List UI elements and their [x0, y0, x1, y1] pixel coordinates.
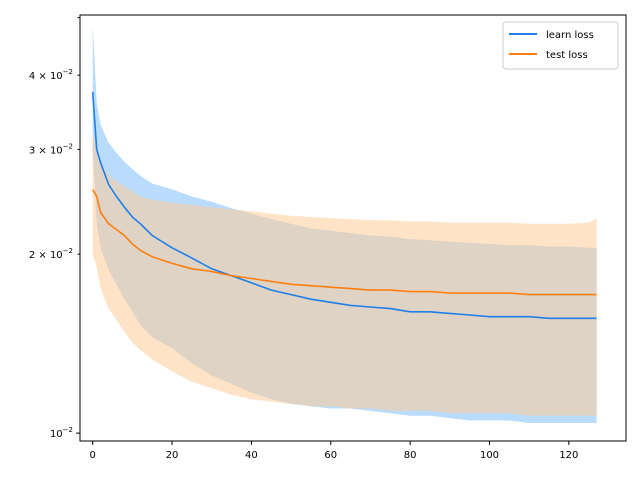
y-axis: 10−22 × 10−23 × 10−24 × 10−2 — [29, 17, 80, 440]
line-learn-loss — [91, 91, 597, 320]
band-test-loss — [92, 132, 597, 416]
line-test-loss — [92, 189, 597, 296]
x-tick-label: 120 — [559, 450, 578, 461]
x-tick-label: 60 — [324, 450, 337, 461]
legend-label-test-loss: test loss — [546, 50, 588, 61]
plot-frame — [79, 14, 627, 442]
x-axis: 0 20 40 60 80 100 120 — [90, 441, 578, 461]
x-tick-label: 100 — [480, 450, 499, 461]
x-tick-label: 0 — [90, 450, 96, 461]
y-tick-label: 3 × 10−2 — [29, 142, 73, 156]
x-tick-label: 40 — [245, 450, 258, 461]
x-tick-label: 20 — [166, 450, 179, 461]
legend: learn loss test loss — [502, 21, 619, 70]
series-lines — [91, 91, 597, 320]
y-tick-label: 2 × 10−2 — [29, 247, 73, 261]
x-tick-label: 80 — [404, 450, 417, 461]
confidence-bands — [92, 25, 597, 424]
y-tick-label: 4 × 10−2 — [29, 68, 73, 82]
legend-label-learn-loss: learn loss — [546, 30, 594, 41]
